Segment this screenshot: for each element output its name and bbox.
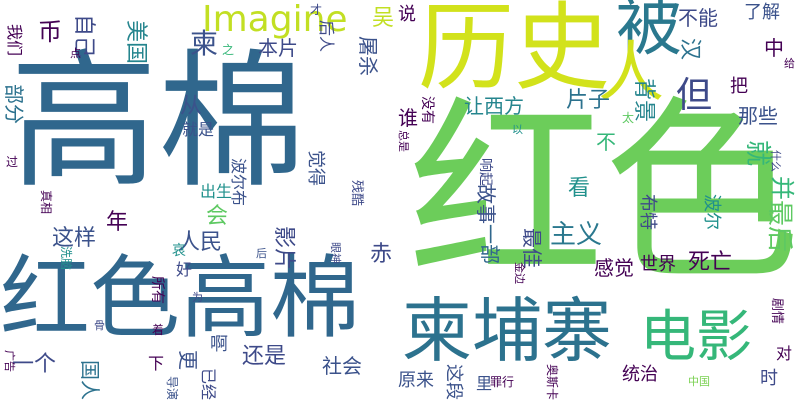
word-dui: 对 xyxy=(776,344,793,363)
word-jian: 柬 xyxy=(190,27,219,60)
word-lishi: 历史 xyxy=(418,0,610,104)
word-jianpuzhai: 柬埔寨 xyxy=(402,290,612,372)
word-women: 我们 xyxy=(5,24,24,57)
word-ren: 人 xyxy=(598,34,664,111)
word-ba: 把 xyxy=(730,76,748,97)
word-shi: 时 xyxy=(760,368,778,389)
word-bufen: 部分 xyxy=(2,84,26,124)
word-daoyan: 导演 xyxy=(165,375,179,400)
word-hongse: 红色 xyxy=(407,80,800,308)
word-meiyou: 没有 xyxy=(419,96,435,124)
word-rang-xifang: 让西方 xyxy=(464,94,524,118)
word-yige: 一个 xyxy=(12,352,57,377)
word-tai: 太 xyxy=(622,111,635,125)
word-suoyou: 所有 xyxy=(149,276,165,304)
word-xia: 下 xyxy=(148,354,165,373)
word-yuanlai: 原来 xyxy=(398,370,434,391)
word-nian: 年 xyxy=(106,210,129,235)
word-bing: 并 xyxy=(768,176,796,200)
word-zheduan: 这段 xyxy=(443,364,464,400)
word-hao: 好 xyxy=(176,260,193,279)
word-guoren: 国人 xyxy=(78,360,102,400)
word-yanshen: 眼神 xyxy=(329,242,342,264)
word-han: 汉 xyxy=(677,38,702,61)
word-imagine: Imagine xyxy=(202,0,348,40)
word-hui: 会 xyxy=(206,204,229,229)
word-li: 里 xyxy=(476,374,493,393)
word-boer: 波尔 xyxy=(701,194,722,230)
word-geng: 更 xyxy=(176,350,200,370)
word-dan: 但 xyxy=(676,75,713,116)
word-guanggao: 广告 xyxy=(3,350,16,372)
word-wei: 为 xyxy=(192,291,203,304)
word-gaomian: 高棉 xyxy=(10,36,306,208)
word-yijing: 已经 xyxy=(199,367,218,400)
word-a: 啊 xyxy=(210,334,228,355)
word-canku: 残酷 xyxy=(349,180,364,207)
word-zhenxiang: 真相 xyxy=(39,190,53,215)
word-pianzi: 片子 xyxy=(566,88,611,113)
word-buneng: 不能 xyxy=(678,6,718,30)
word-ai: 哀 xyxy=(172,243,186,259)
word-yibu: 一部 xyxy=(478,224,502,264)
word-gu: 骨 xyxy=(94,319,105,332)
word-xinao: 洗脑 xyxy=(59,246,73,271)
word-shijie: 世界 xyxy=(640,254,676,275)
word-zhi: 之 xyxy=(222,43,235,57)
word-jinbian: 金边 xyxy=(513,262,526,284)
word-shuo: 说 xyxy=(398,4,416,25)
word-shui: 谁 xyxy=(398,106,418,130)
word-zhongguo: 中国 xyxy=(688,375,710,388)
word-kan: 看 xyxy=(568,176,591,201)
word-wu: 吴 xyxy=(372,6,395,31)
word-bute: 布特 xyxy=(637,194,658,230)
word-hou: 后 xyxy=(256,247,267,260)
word-liaojie: 了解 xyxy=(744,2,780,23)
word-dianying: 电影 xyxy=(640,305,752,370)
word-yingpian: 影片 xyxy=(271,226,296,271)
word-cong: 从 xyxy=(180,94,203,119)
word-shenme: 什么 xyxy=(769,150,782,172)
word-juqing: 剧情 xyxy=(769,298,784,325)
word-naxie: 那些 xyxy=(738,104,778,128)
word-chi: 赤 xyxy=(370,242,393,267)
word-gushi: 故事 xyxy=(474,184,498,224)
word-zuihou: 最后 xyxy=(764,200,794,253)
word-boerbu: 波尔布 xyxy=(229,158,248,207)
word-zuixing: 罪行 xyxy=(490,375,515,389)
word-gei: 给 xyxy=(784,57,795,70)
word-shehui: 社会 xyxy=(322,354,362,378)
word-bu: 不 xyxy=(596,130,616,154)
word-renmin: 人民 xyxy=(178,230,223,255)
word-jiu: 就 xyxy=(742,140,772,167)
word-juede: 觉得 xyxy=(305,150,326,186)
word-zhuyi: 主义 xyxy=(550,220,603,250)
word-cai: 才 xyxy=(310,3,323,17)
word-tusha: 屠杀 xyxy=(356,36,380,76)
word-hongse-gaomian: 红色高棉 xyxy=(0,246,360,351)
word-zheyang: 这样 xyxy=(52,226,97,251)
word-zongshi: 总是 xyxy=(397,130,410,152)
word-bi: 币 xyxy=(38,18,62,46)
word-haishi: 还是 xyxy=(242,344,287,369)
word-benpian: 本片 xyxy=(258,36,298,60)
word-jiushi: 就是 xyxy=(182,120,215,139)
word-zhe: 着 xyxy=(152,323,165,337)
word-yi: 以 xyxy=(512,123,523,136)
word-bei: 被 xyxy=(616,0,682,65)
word-chusheng: 出生 xyxy=(200,182,233,201)
word-dian: 点 xyxy=(70,47,81,60)
word-siwang: 死亡 xyxy=(688,250,733,275)
word-xiangqi: 响起 xyxy=(477,158,493,186)
word-tongzhi: 统治 xyxy=(622,364,658,385)
word-zhong: 中 xyxy=(764,36,784,60)
word-meiguo: 美国 xyxy=(123,20,148,65)
word-beijing: 背景 xyxy=(631,78,656,123)
word-ganjue: 感觉 xyxy=(594,256,634,280)
word-aosika: 奥斯卡 xyxy=(545,363,559,400)
word-guo: 过 xyxy=(6,155,19,169)
word-houren: 后人 xyxy=(317,20,336,53)
